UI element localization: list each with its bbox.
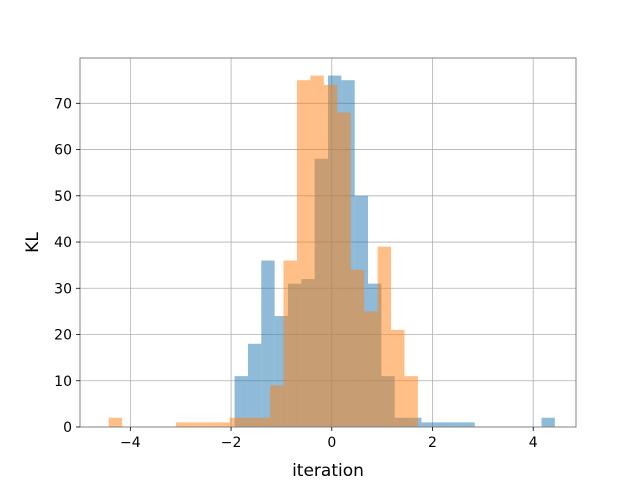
x-tick-label: 4	[529, 435, 538, 451]
histogram-bar-series-1	[234, 376, 248, 427]
y-tick-label: 30	[54, 281, 72, 297]
histogram-bar-series-2	[189, 422, 203, 427]
histogram-bar-series-2	[364, 311, 378, 427]
y-tick-label: 10	[54, 374, 72, 390]
histogram-bar-series-2	[337, 112, 351, 428]
y-tick-label: 20	[54, 328, 72, 344]
histogram-bar-series-2	[256, 417, 271, 427]
histogram-bar-series-2	[108, 417, 123, 427]
y-tick-label: 0	[63, 420, 72, 436]
histogram-bar-series-2	[310, 75, 324, 428]
histogram-bar-series-2	[229, 417, 244, 427]
histogram-bar-series-2	[243, 417, 257, 427]
y-tick-label: 60	[54, 143, 72, 159]
x-tick-label: 0	[327, 435, 336, 451]
histogram-bar-series-1	[434, 422, 449, 427]
histogram-bar-series-1	[541, 417, 555, 427]
histogram-bar-series-1	[247, 343, 262, 427]
histogram-bar-series-2	[323, 84, 338, 427]
histogram-bar-series-2	[283, 260, 297, 427]
x-tick-label: −2	[221, 435, 242, 451]
histogram-bar-series-1	[421, 422, 435, 427]
histogram-bar-series-2	[404, 376, 418, 427]
histogram-bar-series-2	[270, 385, 284, 427]
histogram-bars	[108, 75, 555, 428]
histogram-bar-series-2	[202, 422, 217, 427]
histogram-bar-series-2	[350, 269, 365, 427]
histogram-bar-series-1	[448, 422, 462, 427]
y-tick-label: 40	[54, 235, 72, 251]
y-tick-label: 50	[54, 189, 72, 205]
x-axis-label: iteration	[292, 461, 364, 480]
histogram-bar-series-2	[391, 329, 405, 427]
histogram-bar-series-1	[461, 422, 475, 427]
histogram-bar-series-2	[296, 80, 311, 427]
x-tick-label: −4	[120, 435, 141, 451]
x-tick-label: 2	[428, 435, 437, 451]
histogram-bar-series-2	[175, 422, 190, 427]
histogram-bar-series-2	[377, 246, 392, 427]
y-axis-label: KL	[23, 232, 43, 253]
plot-frame	[79, 57, 577, 428]
histogram-bar-series-2	[216, 422, 230, 427]
y-tick-label: 70	[54, 96, 72, 112]
